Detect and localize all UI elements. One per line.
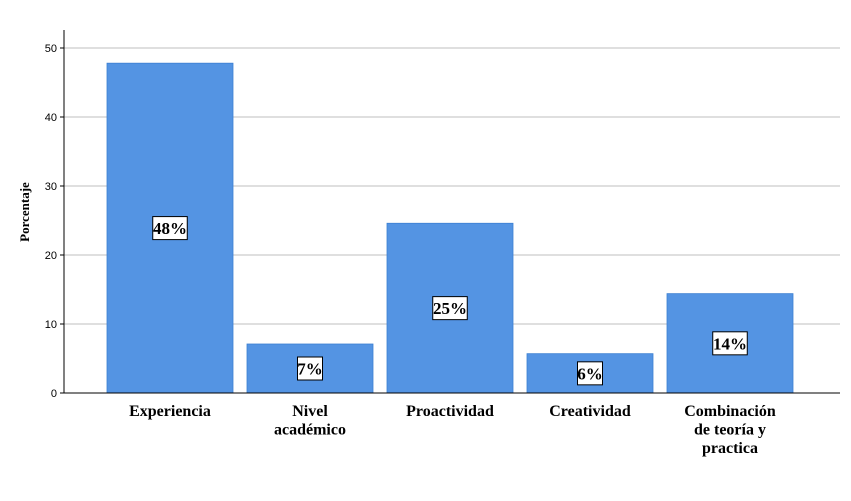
y-tick-label-50: 50 <box>45 43 57 55</box>
x-category-label-line: Combinación <box>684 403 776 420</box>
x-category-label-line: Nivel <box>292 403 328 420</box>
data-label-3: 6% <box>577 364 603 383</box>
data-label-1: 7% <box>297 360 323 379</box>
x-category-label-line: Creatividad <box>549 403 631 420</box>
data-label-box-3 <box>577 361 603 386</box>
y-tick-label-30: 30 <box>45 181 57 193</box>
y-axis-label: Porcentaje <box>17 182 32 242</box>
x-category-label-2: Proactividad <box>406 403 494 420</box>
data-label-box-4 <box>712 331 748 356</box>
x-category-label-line: practica <box>702 440 758 457</box>
data-label-0: 48% <box>153 219 187 238</box>
y-tick-label-10: 10 <box>45 319 57 331</box>
y-tick-label-0: 0 <box>51 388 57 400</box>
data-label-2: 25% <box>433 299 467 318</box>
x-category-label-line: académico <box>274 422 346 439</box>
x-category-label-line: de teoría y <box>694 422 766 439</box>
bars <box>106 62 794 394</box>
x-category-label-1: Nivel académico <box>274 403 346 439</box>
data-label-box-1 <box>297 356 323 381</box>
data-labels: 48% 7% 25% 6% 14% <box>152 216 748 386</box>
x-category-label-line: Proactividad <box>406 403 494 420</box>
y-tick-label-40: 40 <box>45 112 57 124</box>
x-category-label-0: Experiencia <box>129 403 211 420</box>
y-ticks: 0 10 20 30 40 50 <box>45 43 64 400</box>
data-label-box-0 <box>152 216 188 241</box>
axes <box>63 30 840 394</box>
data-label-box-2 <box>432 296 468 321</box>
y-tick-label-20: 20 <box>45 250 57 262</box>
x-category-labels: Experiencia Nivel académico Proactividad Cre… <box>129 403 776 457</box>
data-label-4: 14% <box>713 334 747 353</box>
x-category-label-4: Combinación de teoría y practica <box>684 403 776 457</box>
x-category-label-line: Experiencia <box>129 403 211 420</box>
x-category-label-3: Creatividad <box>549 403 631 420</box>
